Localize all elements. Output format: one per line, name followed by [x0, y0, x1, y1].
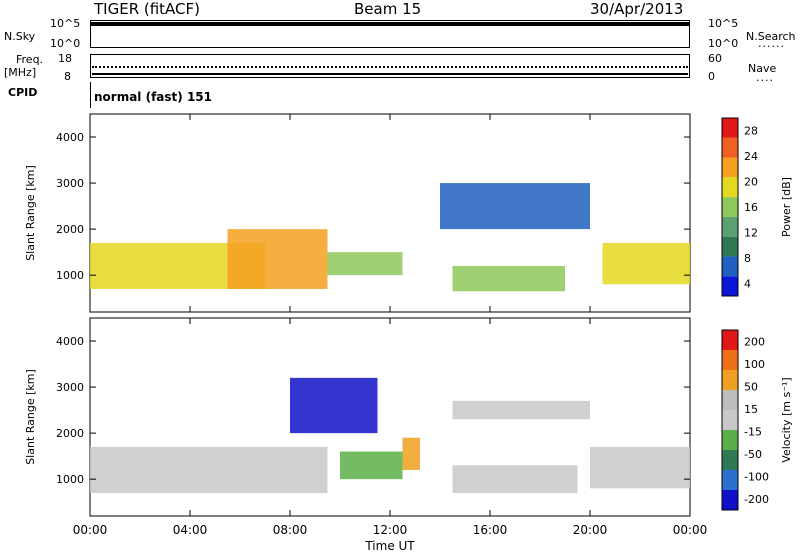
- colorbar-segment: [722, 236, 738, 257]
- y-axis-label: Slant Range [km]: [24, 369, 37, 465]
- panel-2-echo-band: [452, 400, 590, 420]
- freq-tick-top: 18: [58, 52, 72, 65]
- y-tick-label: 2000: [56, 427, 84, 440]
- colorbar-segment: [722, 157, 738, 178]
- nave-trace: [92, 66, 688, 68]
- colorbar-tick-label: -200: [744, 493, 769, 506]
- colorbar-tick-label: 200: [744, 335, 765, 348]
- colorbar-tick-label: 28: [744, 125, 758, 138]
- colorbar-tick-label: 20: [744, 176, 758, 189]
- colorbar-segment: [722, 330, 738, 350]
- panel-1-echo-band: [327, 252, 403, 276]
- x-axis-label: Time UT: [364, 539, 415, 553]
- colorbar-segment: [722, 430, 738, 450]
- freq-tick-bottom: 8: [64, 70, 71, 83]
- noise-left-tick-bottom: 10^0: [50, 37, 81, 50]
- noise-right-tick-bottom: 10^0: [708, 37, 739, 50]
- colorbar-segment: [722, 490, 738, 510]
- colorbar-tick-label: 12: [744, 226, 758, 239]
- y-tick-label: 4000: [56, 131, 84, 144]
- nave-tick-top: 60: [708, 52, 722, 65]
- colorbar-segment: [722, 276, 738, 296]
- noise-sky-trace: [90, 22, 690, 26]
- x-tick-label: 00:00: [673, 523, 708, 537]
- panel-1-echo-band: [452, 265, 565, 292]
- x-tick-label: 12:00: [373, 523, 408, 537]
- colorbar-tick-label: 16: [744, 201, 758, 214]
- nsearch-label: N.Search: [746, 30, 796, 43]
- colorbar-segment: [722, 216, 738, 237]
- y-tick-label: 4000: [56, 335, 84, 348]
- colorbar-segment: [722, 390, 738, 410]
- x-tick-label: 08:00: [273, 523, 308, 537]
- colorbar-segment: [722, 450, 738, 470]
- freq-trace: [92, 73, 688, 75]
- colorbar-tick-label: 4: [744, 277, 751, 290]
- freq-panel: [90, 54, 690, 78]
- colorbar-segment: [722, 370, 738, 390]
- y-tick-label: 2000: [56, 223, 84, 236]
- y-axis-label: Slant Range [km]: [24, 165, 37, 261]
- colorbar-segment: [722, 410, 738, 430]
- panel-1-echo-band: [227, 229, 328, 289]
- colorbar-tick-label: -100: [744, 470, 769, 483]
- x-tick-label: 00:00: [73, 523, 108, 537]
- y-tick-label: 3000: [56, 381, 84, 394]
- cpid-label: CPID: [8, 86, 38, 99]
- colorbar-label: Velocity [m s⁻¹]: [780, 377, 793, 462]
- nsky-label: N.Sky: [4, 30, 36, 43]
- nave-label: Nave: [748, 62, 777, 75]
- freq-label: Freq.: [16, 53, 44, 66]
- panel-2-echo-band: [290, 377, 378, 434]
- noise-right-tick-top: 10^5: [708, 17, 739, 30]
- colorbar-tick-label: 15: [744, 403, 758, 416]
- cpid-text: normal (fast) 151: [94, 90, 212, 104]
- colorbar-segment: [722, 118, 738, 138]
- colorbar-segment: [722, 470, 738, 490]
- x-tick-label: 04:00: [173, 523, 208, 537]
- colorbar-tick-label: -15: [744, 425, 762, 438]
- y-tick-label: 1000: [56, 473, 84, 486]
- panel-2-echo-band: [590, 446, 690, 489]
- colorbar-tick-label: 8: [744, 252, 751, 265]
- freq-unit-label: [MHz]: [4, 66, 37, 79]
- colorbar-frame: [721, 329, 739, 511]
- colorbar-tick-label: 50: [744, 380, 758, 393]
- panel-1-echo-band: [440, 183, 590, 230]
- noise-panel: [90, 20, 690, 48]
- panel-2-echo-band: [340, 451, 403, 480]
- colorbar-segment: [722, 177, 738, 198]
- beam-label: Beam 15: [354, 0, 422, 18]
- x-tick-label: 20:00: [573, 523, 608, 537]
- colorbar-segment: [722, 256, 738, 277]
- radar-title: TIGER (fitACF): [94, 0, 201, 18]
- colorbar-segment: [722, 197, 738, 217]
- panel-1-echo-band: [602, 242, 690, 285]
- colorbar-frame: [721, 117, 739, 297]
- y-tick-label: 1000: [56, 269, 84, 282]
- panel-2-echo-band: [402, 437, 420, 470]
- nave-tick-bottom: 0: [708, 70, 715, 83]
- colorbar-label: Power [dB]: [780, 177, 793, 237]
- colorbar-tick-label: 24: [744, 150, 758, 163]
- colorbar-segment: [722, 137, 738, 158]
- y-tick-label: 3000: [56, 177, 84, 190]
- cpid-panel: [90, 82, 690, 108]
- colorbar-tick-label: -50: [744, 448, 762, 461]
- panel-2-echo-band: [452, 465, 578, 493]
- nsearch-legend-dots: ······: [758, 40, 785, 53]
- x-tick-label: 16:00: [473, 523, 508, 537]
- colorbar-segment: [722, 350, 738, 370]
- nave-legend-dots: ····: [756, 74, 774, 87]
- colorbar-tick-label: 100: [744, 358, 765, 371]
- date-label: 30/Apr/2013: [590, 0, 684, 18]
- panel-2-echo-band: [90, 446, 328, 493]
- noise-left-tick-top: 10^5: [50, 17, 81, 30]
